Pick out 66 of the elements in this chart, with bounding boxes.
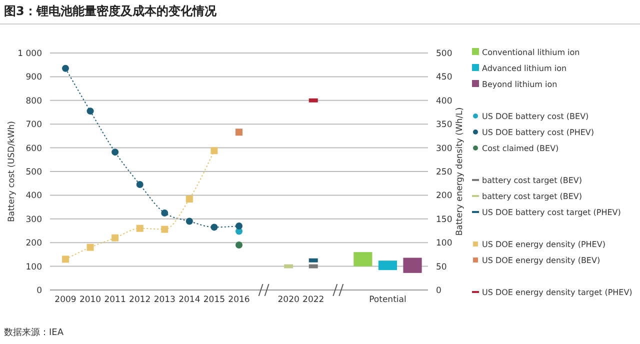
point (236, 222, 242, 230)
legend-label: Advanced lithium ion (482, 64, 567, 73)
point (161, 209, 168, 216)
source-note: 数据来源：IEA (4, 327, 64, 338)
x-tick-label: 2014 (178, 295, 200, 305)
y-tick-label: 1 000 (18, 48, 42, 59)
legend-label: battery cost target (BEV) (482, 176, 582, 185)
y-tick-label: 500 (26, 167, 42, 178)
y2-tick-label: 200 (436, 191, 452, 202)
legend-label: US DOE energy density (BEV) (482, 256, 600, 265)
y2-tick-label: 300 (436, 144, 452, 154)
y2-axis-title: Battery energy density (Wh/L) (455, 107, 465, 236)
y-tick-label: 800 (26, 96, 42, 106)
point (236, 241, 242, 248)
y-tick-label: 100 (26, 262, 42, 272)
y2-tick-label: 400 (436, 96, 452, 106)
point (86, 108, 94, 115)
y-tick-label: 900 (26, 72, 42, 83)
y2-tick-label: 500 (436, 48, 452, 59)
y-tick-label: 200 (26, 238, 42, 249)
y-tick-label: 300 (26, 214, 42, 225)
x-tick-label: 2011 (104, 295, 126, 305)
x-tick-label: 2010 (79, 295, 102, 305)
point (186, 195, 193, 202)
x-tick-label: 2012 (129, 295, 151, 305)
legend-label: US DOE energy density target (PHEV) (482, 288, 632, 297)
legend-label: Cost claimed (BEV) (482, 144, 559, 153)
y2-tick-label: 450 (436, 72, 452, 83)
y2-tick-label: 250 (436, 167, 452, 178)
x-tick-label: 2020 (278, 295, 300, 305)
y-axis-title: Battery cost (USD/kWh) (7, 121, 17, 222)
point (136, 181, 144, 188)
legend-label: US DOE energy density (PHEV) (482, 240, 606, 249)
x-tick-label: 2015 (203, 295, 226, 305)
y2-tick-label: 100 (436, 238, 452, 249)
point (86, 244, 94, 251)
x-tick-label: 2022 (302, 295, 324, 305)
y2-tick-label: 150 (436, 214, 452, 225)
legend-label: battery cost target (BEV) (482, 192, 582, 201)
y-tick-label: 600 (26, 144, 42, 154)
point (136, 224, 144, 232)
x-tick-label: 2016 (228, 295, 250, 305)
y-tick-label: 700 (26, 120, 42, 130)
point (62, 64, 69, 72)
legend-label: Conventional lithium ion (482, 48, 580, 57)
y2-tick-label: 50 (436, 262, 447, 272)
legend-label: US DOE battery cost (BEV) (482, 112, 589, 121)
point (112, 234, 119, 242)
point (62, 256, 69, 263)
legend-label: Beyond lithium ion (482, 80, 558, 89)
point (112, 148, 119, 156)
point (186, 218, 193, 225)
legend-label: US DOE battery cost (PHEV) (482, 128, 594, 137)
point (236, 128, 242, 136)
y-tick-label: 0 (36, 286, 42, 296)
y2-tick-label: 350 (436, 120, 452, 130)
point (210, 147, 218, 154)
x-tick-label: 2013 (154, 295, 176, 305)
y-tick-label: 400 (26, 191, 42, 202)
point (161, 226, 168, 233)
y2-tick-label: 0 (436, 286, 442, 296)
chart-title: 图3：锂电池能量密度及成本的变化情况 (4, 4, 218, 18)
x-tick-label: Potential (369, 295, 406, 305)
point (210, 224, 218, 231)
legend-label: US DOE battery cost target (PHEV) (482, 208, 621, 217)
x-tick-label: 2009 (54, 295, 76, 305)
